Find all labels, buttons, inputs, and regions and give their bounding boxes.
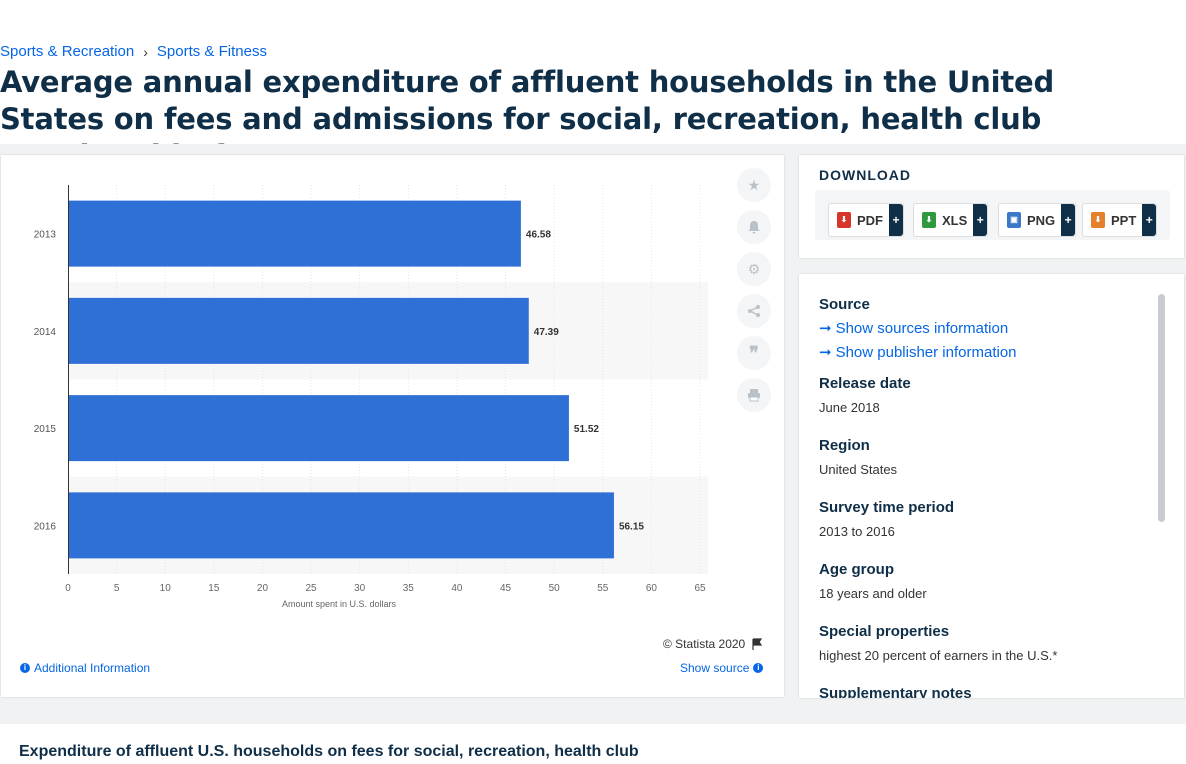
favorite-star-icon[interactable]: ★: [737, 168, 771, 202]
flag-icon[interactable]: [751, 638, 763, 650]
download-png-button[interactable]: ▣ PNG +: [998, 203, 1077, 237]
x-axis-title: Amount spent in U.S. dollars: [282, 599, 397, 609]
download-card: DOWNLOAD ⬇ PDF + ⬇ XLS + ▣ PNG + ⬇ PPT +: [799, 155, 1184, 258]
pdf-file-icon: ⬇: [837, 212, 851, 228]
download-title: DOWNLOAD: [819, 167, 911, 183]
xls-file-icon: ⬇: [922, 212, 936, 228]
bar: [69, 200, 521, 267]
x-tick-label: 5: [114, 583, 120, 594]
share-icon[interactable]: [737, 294, 771, 328]
download-ppt-label: PPT: [1111, 212, 1137, 228]
download-xls-label: XLS: [942, 212, 968, 228]
info-icon: i: [20, 663, 30, 673]
x-tick-label: 40: [451, 583, 463, 594]
x-tick-label: 15: [208, 583, 220, 594]
x-tick-label: 55: [597, 583, 609, 594]
page-title: Average annual expenditure of affluent h…: [0, 65, 1055, 173]
additional-information-link[interactable]: i Additional Information: [20, 661, 150, 675]
download-xls-button[interactable]: ⬇ XLS +: [913, 203, 989, 237]
download-pdf-button[interactable]: ⬇ PDF +: [828, 203, 904, 237]
bar-value-label: 51.52: [574, 424, 599, 435]
statistic-info-card: Source ➞ Show sources information ➞ Show p…: [799, 274, 1184, 698]
y-category-label: 2016: [34, 521, 57, 532]
x-tick-label: 25: [306, 583, 318, 594]
settings-gear-icon[interactable]: ⚙: [737, 252, 771, 286]
region-label: Region: [819, 437, 870, 454]
plus-icon: +: [1061, 204, 1076, 236]
survey-period-value: 2013 to 2016: [819, 524, 895, 539]
show-source-label: Show source: [680, 661, 750, 675]
x-tick-label: 60: [646, 583, 658, 594]
bar-chart: 0 5 10 15 20 25 30 35 40 45 50 55 60 65 2013 46.58 2014 4…: [34, 185, 708, 609]
show-sources-text: Show sources information: [835, 319, 1009, 337]
additional-information-label: Additional Information: [34, 661, 151, 675]
x-tick-label: 45: [500, 583, 512, 594]
chart-toolbar: ★ ⚙ ❞: [737, 168, 771, 420]
release-date-label: Release date: [819, 375, 911, 392]
age-group-value: 18 years and older: [819, 586, 927, 601]
plus-icon: +: [1142, 204, 1157, 236]
y-category-label: 2013: [34, 230, 57, 241]
x-tick-label: 0: [65, 583, 71, 594]
release-date-value: June 2018: [819, 400, 880, 415]
region-value: United States: [819, 462, 898, 477]
x-tick-label: 30: [354, 583, 366, 594]
breadcrumb-sports-fitness[interactable]: Sports & Fitness: [156, 43, 267, 60]
x-tick-label: 35: [403, 583, 415, 594]
x-tick-label: 50: [549, 583, 561, 594]
bar: [69, 297, 529, 364]
age-group-label: Age group: [819, 561, 894, 578]
download-ppt-button[interactable]: ⬇ PPT +: [1082, 203, 1158, 237]
notification-bell-icon[interactable]: [737, 210, 771, 244]
info-scrollbar[interactable]: [1158, 294, 1165, 522]
plus-icon: +: [973, 204, 988, 236]
download-bar: ⬇ PDF + ⬇ XLS + ▣ PNG + ⬇ PPT +: [815, 190, 1170, 240]
show-publisher-text: Show publisher information: [835, 343, 1017, 361]
special-properties-value: highest 20 percent of earners in the U.S…: [819, 648, 1058, 663]
breadcrumb-sports-recreation[interactable]: Sports & Recreation: [0, 43, 135, 60]
survey-period-label: Survey time period: [819, 499, 955, 516]
source-label: Source: [819, 296, 870, 313]
bar: [69, 395, 569, 462]
plus-icon: +: [889, 204, 903, 236]
y-category-label: 2014: [34, 327, 57, 338]
print-icon[interactable]: [737, 378, 771, 412]
png-file-icon: ▣: [1007, 212, 1021, 228]
breadcrumb-separator: ›: [143, 43, 148, 60]
bar-value-label: 56.15: [619, 521, 644, 532]
copyright-text: © Statista 2020: [663, 637, 746, 651]
breadcrumb: Sports & Recreation › Sports & Fitness: [0, 43, 267, 60]
copyright: © Statista 2020: [663, 637, 763, 651]
citation-quote-icon[interactable]: ❞: [737, 336, 771, 370]
info-icon: i: [753, 663, 764, 673]
bottom-section: [0, 724, 1186, 764]
ppt-file-icon: ⬇: [1091, 212, 1105, 228]
show-publisher-link[interactable]: ➞ Show publisher information: [819, 343, 1149, 362]
y-category-label: 2015: [34, 424, 57, 435]
download-png-label: PNG: [1027, 212, 1056, 228]
x-tick-label: 20: [257, 583, 269, 594]
show-source-link[interactable]: Show source i: [680, 661, 764, 675]
x-tick-label: 10: [160, 583, 172, 594]
special-properties-label: Special properties: [819, 623, 950, 640]
download-pdf-label: PDF: [857, 212, 883, 228]
bar: [69, 492, 614, 559]
show-sources-link[interactable]: ➞ Show sources information: [819, 319, 1149, 338]
arrow-right-icon: ➞: [819, 320, 832, 337]
bottom-section-title: Expenditure of affluent U.S. households …: [19, 743, 639, 760]
arrow-right-icon: ➞: [819, 344, 832, 361]
supplementary-notes-label: Supplementary notes: [819, 685, 972, 698]
x-tick-label: 65: [694, 583, 706, 594]
bar-value-label: 47.39: [534, 327, 559, 338]
chart-card: 0 5 10 15 20 25 30 35 40 45 50 55 60 65 2013 46.58 2014 4…: [1, 155, 784, 697]
bar-value-label: 46.58: [526, 230, 551, 241]
